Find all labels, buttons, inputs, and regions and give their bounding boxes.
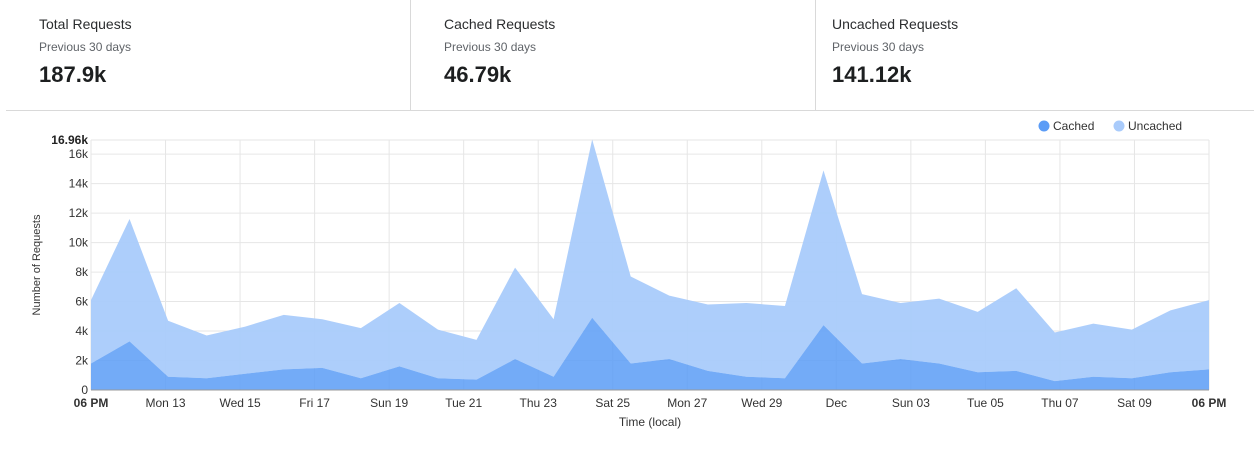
y-tick-label: 12k	[69, 206, 89, 220]
stat-value: 187.9k	[39, 62, 107, 87]
requests-chart: 0 2k 4k 6k 8k 10k 12k 14k 16k 16.96k 06 PM Mon 13 We…	[0, 110, 1260, 450]
y-tick-label: 2k	[75, 354, 89, 368]
x-tick-label: 06 PM	[1192, 396, 1227, 410]
legend-label-uncached: Uncached	[1128, 119, 1182, 133]
x-tick-label: Sat 09	[1117, 396, 1152, 410]
x-tick-label: Sun 03	[892, 396, 930, 410]
series-cached-area	[91, 317, 1209, 390]
stat-title: Cached Requests	[444, 16, 556, 32]
x-tick-label: Tue 05	[967, 396, 1004, 410]
y-tick-label: 8k	[75, 265, 89, 279]
stat-cached-requests: Cached Requests Previous 30 days 46.79k	[411, 0, 816, 110]
x-tick-label: Sat 25	[595, 396, 630, 410]
stat-title: Uncached Requests	[832, 16, 959, 32]
x-tick-label: Mon 27	[667, 396, 707, 410]
y-tick-label: 0	[81, 383, 88, 397]
y-max-label: 16.96k	[51, 133, 88, 147]
y-tick-label: 6k	[75, 295, 89, 309]
x-tick-label: Tue 21	[445, 396, 482, 410]
legend-swatch-cached	[1038, 120, 1050, 132]
x-tick-label: Thu 23	[520, 396, 558, 410]
stat-subtitle: Previous 30 days	[39, 40, 132, 54]
x-tick-label: 06 PM	[74, 396, 109, 410]
stat-subtitle: Previous 30 days	[444, 40, 537, 54]
y-tick-label: 4k	[75, 324, 89, 338]
y-tick-label: 10k	[69, 236, 89, 250]
stat-value: 141.12k	[832, 62, 912, 87]
x-tick-label: Fri 17	[299, 396, 330, 410]
x-tick-label: Dec	[826, 396, 847, 410]
x-tick-label: Wed 29	[741, 396, 782, 410]
stat-value: 46.79k	[444, 62, 512, 87]
stats-row: Total Requests Previous 30 days 187.9k C…	[6, 0, 1254, 111]
stat-total-requests: Total Requests Previous 30 days 187.9k	[6, 0, 411, 110]
x-tick-label: Sun 19	[370, 396, 408, 410]
y-axis-title: Number of Requests	[31, 214, 43, 315]
x-tick-label: Wed 15	[219, 396, 260, 410]
stat-title: Total Requests	[39, 16, 132, 32]
stat-subtitle: Previous 30 days	[832, 40, 925, 54]
y-tick-label: 14k	[69, 177, 89, 191]
series-uncached-area	[91, 139, 1209, 382]
legend-label-cached: Cached	[1053, 119, 1094, 133]
x-tick-label: Mon 13	[146, 396, 186, 410]
x-tick-label: Thu 07	[1041, 396, 1079, 410]
stat-uncached-requests: Uncached Requests Previous 30 days 141.1…	[816, 0, 1254, 110]
legend-swatch-uncached	[1113, 120, 1125, 132]
y-tick-label: 16k	[69, 147, 89, 161]
x-axis-title: Time (local)	[619, 415, 681, 429]
